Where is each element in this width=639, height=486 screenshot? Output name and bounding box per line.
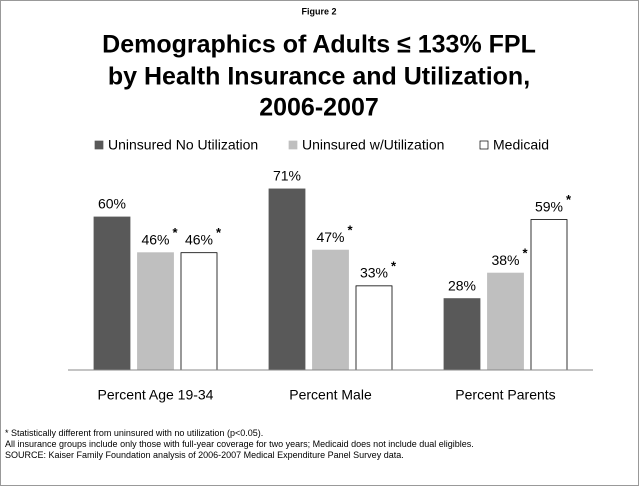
bar [180, 252, 218, 371]
value-label: 46% [141, 231, 169, 247]
legend-swatch [94, 140, 104, 150]
significance-marker: * [348, 223, 354, 238]
bar [530, 219, 568, 371]
bar [268, 188, 306, 371]
significance-marker: * [216, 225, 222, 240]
legend-swatch [288, 140, 298, 150]
bar [487, 272, 524, 371]
chart-title: by Health Insurance and Utilization, [108, 63, 530, 91]
value-label: 60% [98, 196, 126, 212]
footnote: SOURCE: Kaiser Family Foundation analysi… [5, 450, 404, 460]
value-label: 38% [491, 252, 519, 268]
value-label: 71% [273, 168, 301, 184]
value-label: 46% [185, 231, 213, 247]
footnotes: * Statistically different from uninsured… [5, 428, 633, 461]
bar [355, 285, 393, 371]
significance-marker: * [523, 246, 529, 261]
bar [443, 298, 481, 371]
chart-title: Demographics of Adults ≤ 133% FPL [102, 31, 536, 59]
x-tick-label: Percent Male [289, 387, 372, 403]
chart-title: 2006-2007 [259, 94, 379, 122]
value-label: 47% [316, 229, 344, 245]
footnote: All insurance groups include only those … [5, 439, 474, 449]
value-label: 33% [360, 265, 388, 281]
x-tick-label: Percent Parents [455, 387, 555, 403]
value-label: 28% [448, 277, 476, 293]
significance-marker: * [566, 192, 572, 207]
bar [312, 249, 349, 371]
legend-swatch [479, 140, 489, 150]
value-label: 59% [535, 198, 563, 214]
legend-label: Uninsured w/Utilization [302, 137, 444, 153]
significance-marker: * [391, 258, 397, 273]
bar [137, 252, 174, 371]
legend-label: Uninsured No Utilization [108, 137, 258, 153]
footnote: * Statistically different from uninsured… [5, 428, 264, 438]
legend-label: Medicaid [493, 137, 549, 153]
figure-label: Figure 2 [301, 6, 336, 16]
x-tick-label: Percent Age 19-34 [98, 387, 214, 403]
bar [93, 216, 131, 371]
significance-marker: * [173, 225, 179, 240]
